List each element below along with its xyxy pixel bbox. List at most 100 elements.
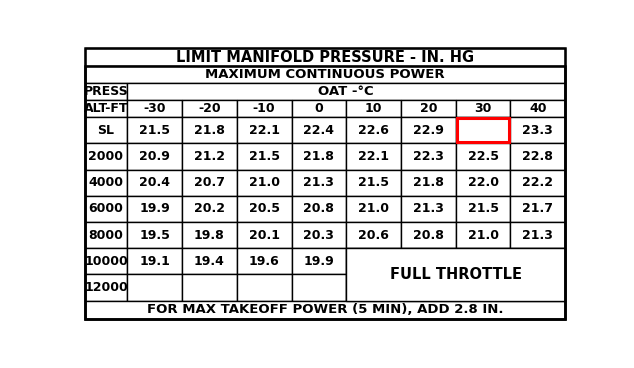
Text: ALT-FT: ALT-FT [84,102,128,115]
Bar [85,275,127,301]
Bar [292,222,346,248]
Bar [456,196,510,222]
Bar [456,117,510,144]
Bar [127,196,182,222]
Bar [401,117,456,144]
Text: -10: -10 [253,102,275,115]
Bar [182,117,236,144]
Text: 4000: 4000 [89,176,124,189]
Bar [127,144,182,170]
Bar [292,100,346,117]
Text: 10: 10 [365,102,382,115]
Text: 20.8: 20.8 [413,229,444,242]
Bar [182,222,236,248]
Bar [182,100,236,117]
Text: 21.0: 21.0 [358,202,389,215]
Bar [236,100,292,117]
Text: LIMIT MANIFOLD PRESSURE - IN. HG: LIMIT MANIFOLD PRESSURE - IN. HG [176,50,474,65]
Bar [510,117,565,144]
Bar [292,144,346,170]
Text: 19.1: 19.1 [139,255,170,268]
Bar [85,117,127,144]
Text: FOR MAX TAKEOFF POWER (5 MIN), ADD 2.8 IN.: FOR MAX TAKEOFF POWER (5 MIN), ADD 2.8 I… [146,303,503,316]
Bar [292,275,346,301]
Bar [510,100,565,117]
Bar [510,196,565,222]
Text: 22.4: 22.4 [304,124,334,137]
Bar [127,222,182,248]
Text: 21.5: 21.5 [249,150,280,163]
Text: 22.6: 22.6 [358,124,389,137]
Bar [510,275,565,301]
Bar [85,248,127,275]
Bar [401,275,456,301]
Bar [182,144,236,170]
Text: FULL THROTTLE: FULL THROTTLE [390,267,522,282]
Bar [236,196,292,222]
Text: 21.8: 21.8 [304,150,334,163]
Text: 22.1: 22.1 [358,150,389,163]
Text: 21.5: 21.5 [467,202,498,215]
Bar [292,117,346,144]
Bar [510,170,565,196]
Bar [236,117,292,144]
Bar [346,100,401,117]
Text: 20: 20 [420,102,437,115]
Bar [346,144,401,170]
Bar [182,248,236,275]
Bar [401,248,456,275]
Text: 19.9: 19.9 [139,202,170,215]
Bar [236,144,292,170]
Bar [456,100,510,117]
Bar [510,248,565,275]
Text: 23.3: 23.3 [522,124,553,137]
Bar [85,67,565,84]
Bar [346,196,401,222]
Text: 6000: 6000 [89,202,124,215]
Text: 22.0: 22.0 [467,176,498,189]
Bar [85,67,565,319]
Bar [85,222,127,248]
Bar [401,170,456,196]
Bar [346,248,565,301]
Text: 22.9: 22.9 [413,124,444,137]
Text: 19.8: 19.8 [194,229,225,242]
Bar [401,196,456,222]
Text: 10000: 10000 [84,255,128,268]
Text: 20.9: 20.9 [139,150,170,163]
Text: 20.3: 20.3 [304,229,334,242]
Text: 21.8: 21.8 [194,124,225,137]
Text: 21.7: 21.7 [522,202,553,215]
Text: 21.3: 21.3 [304,176,334,189]
Bar [85,144,127,170]
Text: 22.2: 22.2 [522,176,553,189]
Text: 21.5: 21.5 [139,124,170,137]
Bar [346,170,401,196]
Bar [456,170,510,196]
Bar [85,48,565,67]
Bar [401,222,456,248]
Bar [85,100,127,117]
Bar [510,144,565,170]
Text: 20.8: 20.8 [304,202,334,215]
Text: 0: 0 [314,102,323,115]
Text: 21.8: 21.8 [413,176,444,189]
Bar [346,248,401,275]
Text: 19.6: 19.6 [249,255,280,268]
Text: 21.0: 21.0 [249,176,280,189]
Text: 20.7: 20.7 [194,176,225,189]
Bar [127,170,182,196]
Bar [401,144,456,170]
Text: -30: -30 [143,102,166,115]
Bar [182,196,236,222]
Text: 22.5: 22.5 [467,150,498,163]
Text: 12000: 12000 [84,281,128,294]
Bar [456,222,510,248]
Bar [127,84,565,100]
Text: 30: 30 [474,102,492,115]
Text: 19.4: 19.4 [194,255,225,268]
Text: 23.1: 23.1 [468,124,498,137]
Bar [346,222,401,248]
Text: 20.2: 20.2 [194,202,225,215]
Text: 20.5: 20.5 [249,202,280,215]
